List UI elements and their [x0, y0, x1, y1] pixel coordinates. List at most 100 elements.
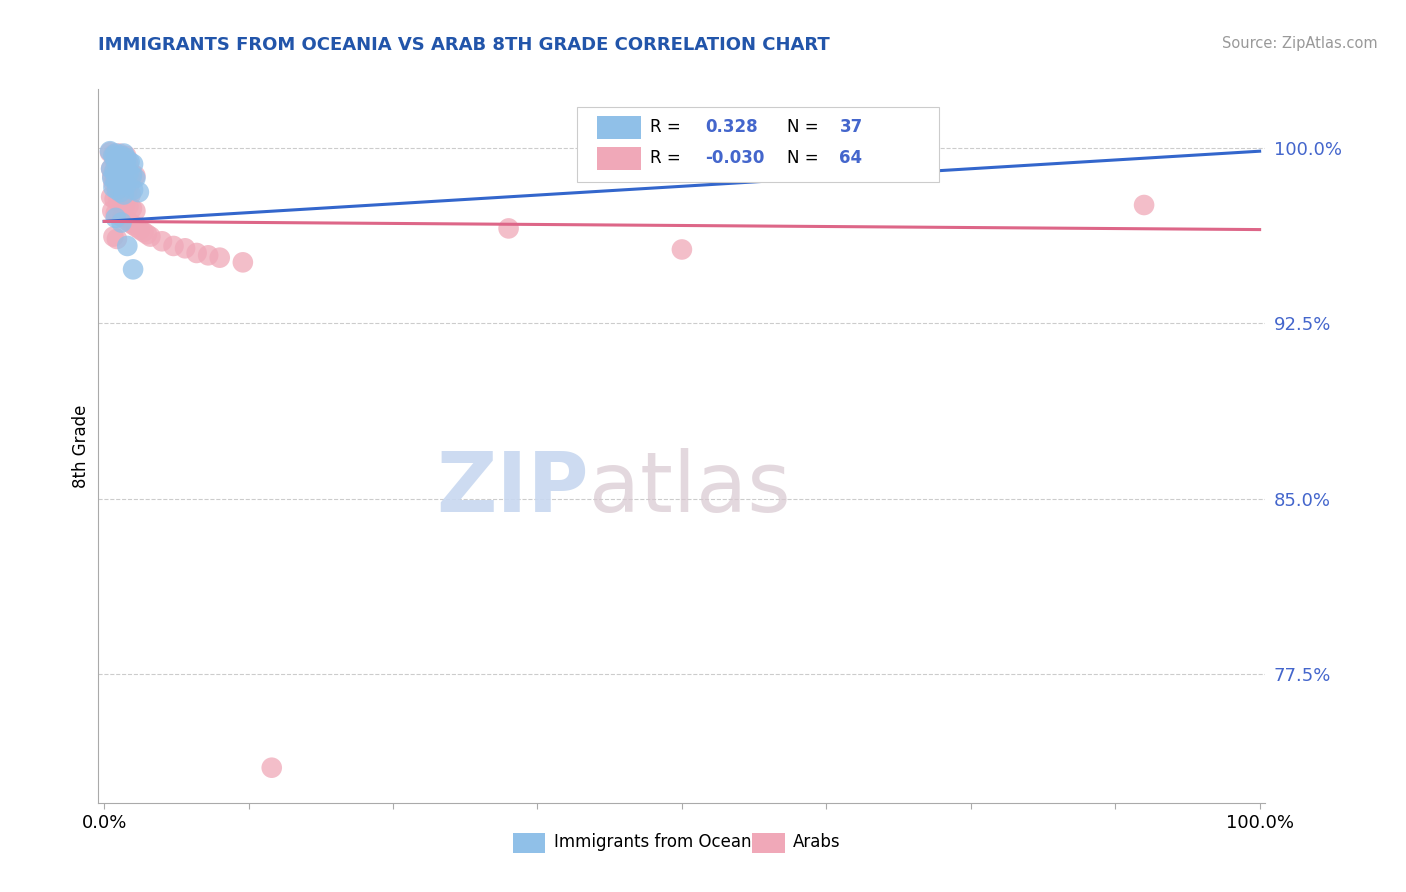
- Point: [115, 151, 138, 165]
- Point: [197, 248, 219, 262]
- Point: [498, 221, 520, 235]
- Point: [104, 153, 127, 168]
- Point: [108, 171, 131, 186]
- Point: [112, 153, 135, 167]
- Point: [110, 150, 132, 164]
- Point: [122, 218, 145, 232]
- Point: [107, 194, 129, 209]
- Bar: [752, 833, 785, 853]
- Text: ZIP: ZIP: [436, 449, 589, 529]
- FancyBboxPatch shape: [576, 107, 939, 182]
- Point: [107, 156, 129, 170]
- Point: [111, 153, 134, 168]
- Text: IMMIGRANTS FROM OCEANIA VS ARAB 8TH GRADE CORRELATION CHART: IMMIGRANTS FROM OCEANIA VS ARAB 8TH GRAD…: [98, 36, 830, 54]
- Point: [115, 157, 138, 171]
- Text: -0.030: -0.030: [706, 150, 765, 168]
- Bar: [596, 147, 641, 169]
- Point: [112, 183, 135, 197]
- Point: [101, 171, 124, 186]
- Point: [115, 175, 138, 189]
- Point: [125, 220, 148, 235]
- Point: [104, 171, 127, 186]
- Point: [108, 156, 131, 170]
- Point: [103, 147, 125, 161]
- Point: [122, 262, 145, 277]
- Point: [110, 185, 132, 199]
- Point: [103, 176, 125, 190]
- Point: [118, 177, 141, 191]
- Text: Arabs: Arabs: [793, 833, 841, 851]
- Point: [105, 183, 128, 197]
- Point: [128, 185, 150, 199]
- Point: [121, 169, 143, 183]
- Point: [101, 203, 124, 218]
- Point: [114, 157, 136, 171]
- Text: N =: N =: [787, 150, 818, 168]
- Point: [115, 178, 138, 193]
- Point: [136, 227, 159, 242]
- Point: [124, 169, 146, 183]
- Point: [117, 199, 139, 213]
- Text: 64: 64: [839, 150, 862, 168]
- Point: [108, 209, 131, 223]
- Point: [260, 761, 283, 775]
- Text: Source: ZipAtlas.com: Source: ZipAtlas.com: [1222, 36, 1378, 51]
- Point: [107, 151, 129, 165]
- Text: atlas: atlas: [589, 449, 790, 529]
- Bar: [513, 833, 546, 853]
- Point: [118, 216, 141, 230]
- Point: [104, 164, 127, 178]
- Point: [117, 166, 139, 180]
- Point: [98, 145, 121, 159]
- Point: [114, 164, 136, 178]
- Point: [108, 169, 131, 184]
- Text: N =: N =: [787, 118, 818, 136]
- Point: [104, 153, 127, 168]
- Point: [671, 243, 693, 257]
- Point: [613, 146, 636, 161]
- Point: [186, 246, 208, 260]
- Point: [110, 149, 132, 163]
- Point: [208, 251, 231, 265]
- Point: [107, 162, 129, 177]
- Point: [104, 146, 127, 161]
- Text: R =: R =: [651, 118, 681, 136]
- Point: [108, 146, 131, 161]
- Point: [124, 171, 146, 186]
- Point: [139, 229, 162, 244]
- Text: R =: R =: [651, 150, 681, 168]
- Point: [1133, 198, 1156, 212]
- Point: [117, 165, 139, 179]
- Point: [121, 166, 143, 180]
- Point: [104, 192, 127, 206]
- Point: [103, 149, 125, 163]
- Point: [129, 222, 152, 236]
- Point: [114, 162, 136, 177]
- Point: [101, 169, 124, 183]
- Point: [121, 202, 143, 216]
- Text: 0.328: 0.328: [706, 118, 758, 136]
- Point: [111, 172, 134, 186]
- Point: [107, 161, 129, 176]
- Point: [132, 225, 155, 239]
- Point: [100, 161, 122, 176]
- Point: [150, 234, 173, 248]
- Y-axis label: 8th Grade: 8th Grade: [72, 404, 90, 488]
- Point: [117, 157, 139, 171]
- Point: [104, 150, 127, 164]
- Point: [100, 161, 122, 176]
- Point: [110, 153, 132, 168]
- Point: [122, 183, 145, 197]
- Point: [120, 187, 142, 202]
- Point: [117, 239, 139, 253]
- Text: 37: 37: [839, 118, 863, 136]
- Point: [105, 178, 128, 193]
- Point: [110, 180, 132, 194]
- Point: [117, 185, 139, 199]
- Point: [104, 206, 127, 220]
- Point: [110, 165, 132, 179]
- Bar: [596, 116, 641, 139]
- Point: [105, 232, 128, 246]
- Point: [118, 154, 141, 169]
- Point: [111, 211, 134, 225]
